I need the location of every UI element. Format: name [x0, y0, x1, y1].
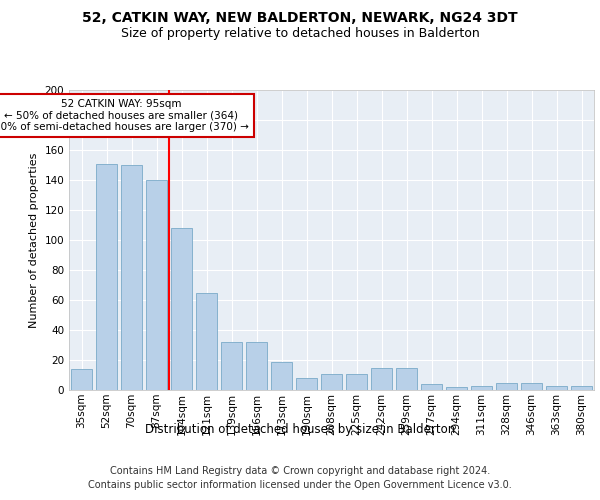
Bar	[71, 369, 92, 390]
Bar	[521, 382, 542, 390]
Bar	[271, 362, 292, 390]
Text: 52, CATKIN WAY, NEW BALDERTON, NEWARK, NG24 3DT: 52, CATKIN WAY, NEW BALDERTON, NEWARK, N…	[82, 11, 518, 25]
Bar	[96, 164, 117, 390]
Bar	[371, 368, 392, 390]
Text: Contains public sector information licensed under the Open Government Licence v3: Contains public sector information licen…	[88, 480, 512, 490]
Bar	[571, 386, 592, 390]
Y-axis label: Number of detached properties: Number of detached properties	[29, 152, 39, 328]
Bar	[221, 342, 242, 390]
Bar	[396, 368, 417, 390]
Bar	[346, 374, 367, 390]
Text: Contains HM Land Registry data © Crown copyright and database right 2024.: Contains HM Land Registry data © Crown c…	[110, 466, 490, 476]
Bar	[496, 382, 517, 390]
Bar	[246, 342, 267, 390]
Text: Distribution of detached houses by size in Balderton: Distribution of detached houses by size …	[145, 422, 455, 436]
Bar	[546, 386, 567, 390]
Bar	[121, 165, 142, 390]
Text: Size of property relative to detached houses in Balderton: Size of property relative to detached ho…	[121, 28, 479, 40]
Bar	[471, 386, 492, 390]
Bar	[321, 374, 342, 390]
Bar	[296, 378, 317, 390]
Bar	[146, 180, 167, 390]
Text: 52 CATKIN WAY: 95sqm
← 50% of detached houses are smaller (364)
50% of semi-deta: 52 CATKIN WAY: 95sqm ← 50% of detached h…	[0, 99, 249, 132]
Bar	[171, 228, 192, 390]
Bar	[421, 384, 442, 390]
Bar	[196, 292, 217, 390]
Bar	[446, 387, 467, 390]
